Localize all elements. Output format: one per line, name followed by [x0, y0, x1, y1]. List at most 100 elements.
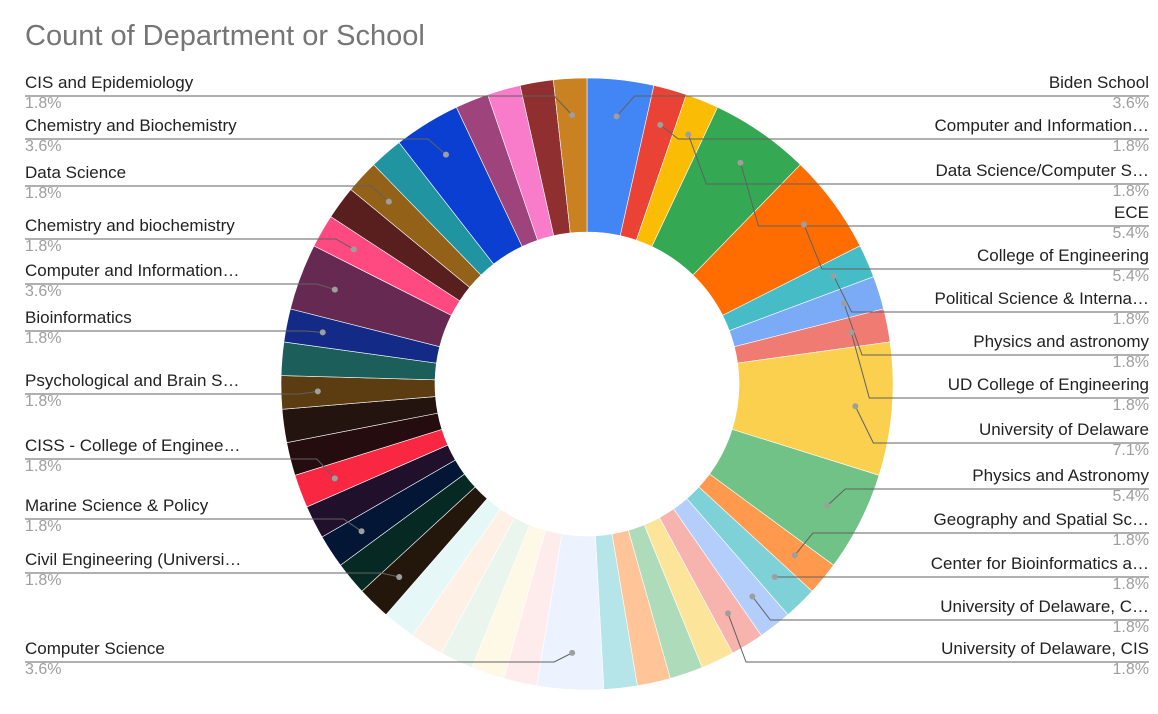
leader-line: [616, 95, 1149, 117]
leader-dot: [737, 159, 744, 166]
slice-label: CISS - College of Enginee…: [25, 436, 240, 455]
slice-percent: 5.4%: [1113, 488, 1149, 505]
leader-line: [25, 390, 318, 395]
leader-line: [25, 518, 362, 532]
slice-label: Civil Engineering (Universi…: [25, 550, 241, 569]
leader-line: [739, 162, 1149, 227]
slice-percent: 1.8%: [25, 572, 61, 589]
slice-percent: 1.8%: [1113, 354, 1149, 371]
slice-label: Chemistry and biochemistry: [25, 216, 235, 235]
slice-percent: 1.8%: [25, 458, 61, 475]
leader-line: [659, 124, 1149, 140]
slice-percent: 3.6%: [25, 661, 61, 678]
leader-line: [25, 572, 400, 578]
slice-percent: 3.6%: [25, 283, 61, 300]
slice-label: CIS and Epidemiology: [25, 73, 194, 92]
leader-line: [25, 330, 323, 333]
leader-dot: [442, 151, 449, 158]
leader-dot: [314, 388, 321, 395]
leader-dot: [841, 300, 848, 307]
labels-layer: Biden School 3.6% Computer and Information…: [25, 73, 1149, 678]
slice-percent: 1.8%: [25, 393, 61, 410]
leader-dot: [749, 593, 756, 600]
slice-label: University of Delaware: [979, 420, 1149, 439]
leader-line: [803, 224, 1149, 270]
slice-percent: 5.4%: [1113, 268, 1149, 285]
leader-line: [727, 613, 1149, 663]
slice-percent: 1.8%: [25, 185, 61, 202]
slice-label: Marine Science & Policy: [25, 496, 209, 515]
slice-label: Psychological and Brain S…: [25, 371, 240, 390]
slice-percent: 1.8%: [1113, 138, 1149, 155]
leader-dot: [848, 329, 855, 336]
slice-label: Physics and astronomy: [973, 332, 1149, 351]
slice-percent: 1.8%: [1113, 576, 1149, 593]
leaders-layer: [25, 95, 1149, 663]
leader-line: [751, 596, 1149, 621]
leader-dot: [331, 286, 338, 293]
slice-label: Political Science & Interna…: [935, 289, 1150, 308]
slice-percent: 1.8%: [1113, 183, 1149, 200]
leader-line: [826, 488, 1149, 506]
slice-percent: 1.8%: [25, 330, 61, 347]
slice-label: Computer and Information…: [25, 261, 240, 280]
leader-dot: [685, 131, 692, 138]
leader-line: [794, 532, 1149, 556]
slice-percent: 1.8%: [1113, 311, 1149, 328]
slice-percent: 1.8%: [1113, 397, 1149, 414]
slice-label: Data Science/Computer S…: [935, 161, 1149, 180]
leader-dot: [358, 528, 365, 535]
leader-line: [854, 406, 1149, 444]
leader-dot: [350, 246, 357, 253]
leader-line: [25, 652, 573, 663]
leader-dot: [396, 574, 403, 581]
leader-dot: [613, 113, 620, 120]
leader-line: [25, 238, 355, 250]
leader-dot: [385, 198, 392, 205]
leader-line: [843, 303, 1149, 356]
leader-dot: [852, 403, 859, 410]
leader-line: [833, 275, 1149, 313]
slice-43[interactable]: [553, 77, 588, 234]
slice-percent: 1.8%: [1113, 532, 1149, 549]
slice-label: Bioinformatics: [25, 308, 132, 327]
leader-dot: [771, 574, 778, 581]
slice-label: Computer and Information…: [935, 116, 1150, 135]
leader-dot: [725, 610, 732, 617]
leader-dot: [800, 221, 807, 228]
leader-line: [25, 138, 447, 155]
chart-title: Count of Department or School: [25, 20, 425, 52]
slice-label: Biden School: [1049, 73, 1149, 92]
leader-line: [850, 332, 1149, 399]
slice-percent: 1.8%: [25, 238, 61, 255]
slice-label: Physics and Astronomy: [972, 466, 1149, 485]
leader-line: [25, 458, 336, 479]
slice-percent: 1.8%: [1113, 661, 1149, 678]
leader-dot: [331, 475, 338, 482]
slice-percent: 1.8%: [25, 95, 61, 112]
leader-dot: [319, 329, 326, 336]
leader-dot: [824, 502, 831, 509]
slice-label: University of Delaware, CIS: [941, 639, 1149, 658]
leader-line: [25, 283, 335, 291]
slice-label: Computer Science: [25, 639, 165, 658]
slice-percent: 7.1%: [1113, 442, 1149, 459]
leader-dot: [569, 649, 576, 656]
slice-label: ECE: [1114, 203, 1149, 222]
slice-label: UD College of Engineering: [948, 375, 1149, 394]
leader-line: [25, 185, 390, 202]
slice-label: Data Science: [25, 163, 126, 182]
leader-dot: [830, 272, 837, 279]
slice-label: Chemistry and Biochemistry: [25, 116, 237, 135]
leader-dot: [791, 552, 798, 559]
leader-dot: [569, 112, 576, 119]
slice-label: College of Engineering: [977, 246, 1149, 265]
slice-percent: 1.8%: [25, 518, 61, 535]
slice-percent: 3.6%: [1113, 95, 1149, 112]
slice-percent: 3.6%: [25, 138, 61, 155]
slice-label: University of Delaware, C…: [940, 597, 1149, 616]
leader-dot: [657, 121, 664, 128]
slice-label: Geography and Spatial Sc…: [934, 510, 1149, 529]
leader-line: [25, 95, 573, 116]
